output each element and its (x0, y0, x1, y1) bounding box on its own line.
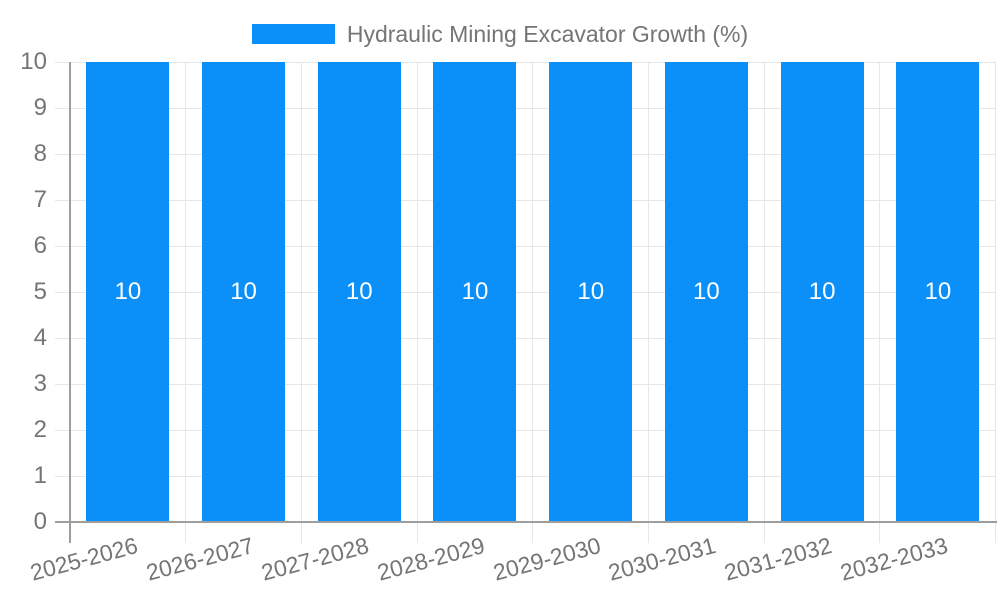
gridline-v (416, 62, 418, 543)
bar-value-label: 10 (114, 278, 142, 305)
gridline-h (55, 337, 996, 339)
y-axis-tick-label: 5 (33, 278, 47, 305)
gridline-h (55, 153, 996, 155)
bar-value-label: 10 (345, 278, 373, 305)
bar[interactable]: 10 (202, 62, 286, 522)
x-axis-tick-label: 2030-2031 (605, 532, 719, 586)
gridline-v (185, 62, 187, 543)
y-axis-tick-label: 0 (33, 508, 47, 535)
gridline-v (532, 62, 534, 543)
gridline-h (55, 383, 996, 385)
gridline-h (55, 429, 996, 431)
y-axis-tick-label: 4 (33, 324, 47, 351)
x-axis-tick-label: 2032-2033 (837, 532, 951, 586)
legend-color-swatch[interactable] (251, 24, 335, 44)
y-axis-line (69, 62, 71, 543)
x-axis-tick-label: 2031-2032 (721, 532, 835, 586)
gridline-v (763, 62, 765, 543)
gridline-h (55, 245, 996, 247)
y-axis-tick-label: 2 (33, 416, 47, 443)
y-axis-tick-label: 9 (33, 94, 47, 121)
gridline-h (55, 107, 996, 109)
bar-value-label: 10 (577, 278, 605, 305)
bar[interactable]: 10 (86, 62, 170, 522)
gridline-v (300, 62, 302, 543)
y-axis-tick-label: 6 (33, 232, 47, 259)
bar[interactable]: 10 (317, 62, 401, 522)
bar[interactable]: 10 (896, 62, 980, 522)
y-axis-tick-label: 1 (33, 462, 47, 489)
bar-value-label: 10 (808, 278, 836, 305)
bar-value-label: 10 (230, 278, 257, 305)
gridline-v (995, 62, 997, 543)
bar[interactable]: 10 (549, 62, 633, 522)
bar[interactable]: 10 (664, 62, 748, 522)
x-axis-tick-label: 2028-2029 (374, 532, 488, 586)
bar-value-label: 10 (924, 278, 952, 305)
bar-value-label: 10 (693, 278, 720, 305)
y-axis-tick-label: 8 (33, 140, 47, 167)
y-axis-tick-label: 10 (20, 48, 47, 75)
chart-legend[interactable]: Hydraulic Mining Excavator Growth (%) (0, 20, 1000, 48)
gridline-h (55, 61, 996, 63)
gridline-v (648, 62, 650, 543)
y-axis-tick-label: 3 (33, 370, 47, 397)
y-axis-tick-label: 7 (33, 186, 47, 213)
x-axis-line (55, 521, 997, 523)
x-axis-tick-label: 2027-2028 (258, 532, 372, 586)
x-axis-tick-label: 2026-2027 (143, 532, 257, 586)
x-axis-tick-label: 2025-2026 (27, 532, 141, 586)
bar[interactable]: 10 (433, 62, 517, 522)
bar[interactable]: 10 (780, 62, 864, 522)
bar-value-label: 10 (461, 278, 489, 305)
x-axis-tick-label: 2029-2030 (490, 532, 604, 586)
gridline-v (879, 62, 881, 543)
legend-series-label: Hydraulic Mining Excavator Growth (%) (346, 20, 749, 47)
gridline-h (55, 199, 996, 201)
gridline-h (55, 291, 996, 293)
gridline-h (55, 475, 996, 477)
